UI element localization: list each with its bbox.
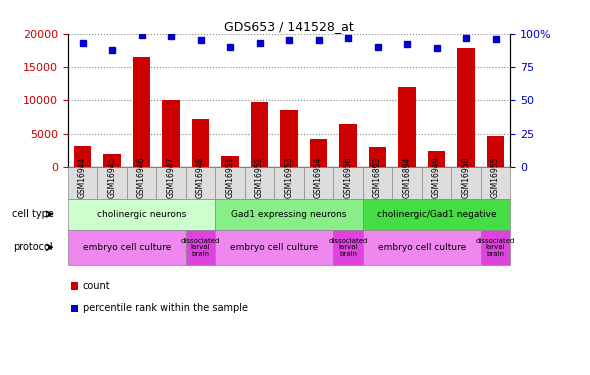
Bar <box>339 124 357 167</box>
Text: GSM16951: GSM16951 <box>225 157 235 198</box>
Text: Gad1 expressing neurons: Gad1 expressing neurons <box>231 210 347 219</box>
Bar <box>162 100 180 167</box>
Text: embryo cell culture: embryo cell culture <box>230 243 319 252</box>
Text: GSM16893: GSM16893 <box>373 157 382 198</box>
Title: GDS653 / 141528_at: GDS653 / 141528_at <box>224 20 354 33</box>
Bar <box>221 156 239 167</box>
Text: GSM16945: GSM16945 <box>107 156 117 198</box>
Bar <box>251 102 268 167</box>
Text: GSM16953: GSM16953 <box>284 156 294 198</box>
Bar <box>280 110 298 167</box>
Text: count: count <box>83 281 110 291</box>
Bar <box>310 139 327 167</box>
Bar <box>428 151 445 167</box>
Text: GSM16949: GSM16949 <box>432 156 441 198</box>
Text: dissociated
larval
brain: dissociated larval brain <box>181 238 220 257</box>
Text: embryo cell culture: embryo cell culture <box>378 243 466 252</box>
Bar <box>133 57 150 167</box>
Bar <box>369 147 386 167</box>
Bar <box>74 146 91 167</box>
Text: dissociated
larval
brain: dissociated larval brain <box>329 238 368 257</box>
Bar <box>103 154 121 167</box>
Text: percentile rank within the sample: percentile rank within the sample <box>83 303 248 313</box>
Text: cholinergic neurons: cholinergic neurons <box>97 210 186 219</box>
Text: GSM16955: GSM16955 <box>491 156 500 198</box>
Text: GSM16894: GSM16894 <box>402 157 412 198</box>
Text: GSM16956: GSM16956 <box>343 156 353 198</box>
Text: cell type: cell type <box>12 209 53 219</box>
Bar <box>192 119 209 167</box>
Text: protocol: protocol <box>12 242 53 252</box>
Text: GSM16948: GSM16948 <box>196 157 205 198</box>
Text: GSM16950: GSM16950 <box>461 156 471 198</box>
Text: GSM16954: GSM16954 <box>314 156 323 198</box>
Text: dissociated
larval
brain: dissociated larval brain <box>476 238 515 257</box>
Text: GSM16946: GSM16946 <box>137 156 146 198</box>
Bar <box>457 48 475 167</box>
Text: GSM16947: GSM16947 <box>166 156 176 198</box>
Bar <box>487 136 504 167</box>
Text: cholinergic/Gad1 negative: cholinergic/Gad1 negative <box>377 210 496 219</box>
Text: GSM16944: GSM16944 <box>78 156 87 198</box>
Text: GSM16952: GSM16952 <box>255 157 264 198</box>
Bar <box>398 87 416 167</box>
Text: embryo cell culture: embryo cell culture <box>83 243 171 252</box>
